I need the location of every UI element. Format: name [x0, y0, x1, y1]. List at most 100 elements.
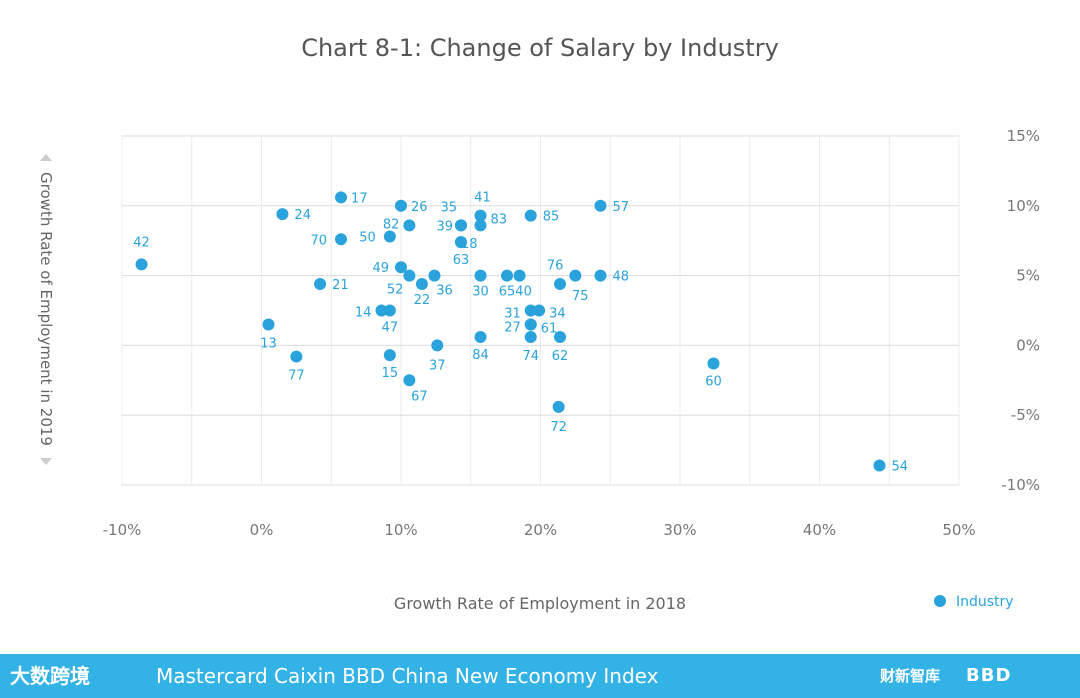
- point-label: 76: [547, 259, 564, 274]
- x-tick-label: 50%: [942, 521, 975, 539]
- data-point: [474, 209, 487, 222]
- left-logo: 大数跨境: [10, 664, 90, 688]
- footer-title: Mastercard Caixin BBD China New Economy …: [156, 664, 659, 688]
- point-label: 17: [351, 191, 368, 206]
- axis-arrows: [40, 154, 691, 600]
- data-point: [594, 199, 607, 212]
- data-point: [428, 269, 441, 282]
- data-point: [431, 339, 444, 352]
- legend-marker-icon: [934, 595, 946, 607]
- point-label: 31: [504, 307, 521, 322]
- data-point: [415, 277, 428, 290]
- point-label: 35: [440, 200, 457, 215]
- x-tick-label: 30%: [663, 521, 696, 539]
- data-point: [569, 269, 582, 282]
- right-logo: 财新智库: [880, 667, 941, 685]
- data-point: [262, 318, 275, 331]
- data-point: [395, 199, 407, 212]
- point-label: 85: [543, 210, 560, 225]
- data-point: [594, 269, 607, 282]
- point-label: 42: [133, 235, 150, 250]
- data-point: [454, 219, 467, 232]
- data-point: [290, 350, 303, 363]
- x-tick-label: 20%: [524, 521, 557, 539]
- point-label: 67: [411, 389, 428, 404]
- point-label: 82: [383, 217, 400, 232]
- point-label: 18: [461, 237, 478, 252]
- point-label: 24: [294, 208, 311, 223]
- point-label: 61: [541, 321, 558, 336]
- data-point: [524, 304, 537, 317]
- data-point: [395, 261, 407, 274]
- point-label: 27: [504, 320, 521, 335]
- y-tick-label: -5%: [1011, 406, 1040, 424]
- data-point: [403, 374, 416, 387]
- point-label: 14: [355, 306, 372, 321]
- data-point: [383, 304, 396, 317]
- data-point: [533, 304, 546, 317]
- data-point: [554, 331, 567, 344]
- point-label: 60: [705, 375, 722, 390]
- scatter-plot: -10% 0% 10% 20% 30% 40% 50% 15% 10% 5% 0% -5% -10% 4…: [40, 127, 1040, 600]
- point-label: 26: [411, 200, 428, 215]
- data-point: [314, 277, 327, 290]
- data-point: [513, 269, 526, 282]
- chart-title: Chart 8-1: Change of Salary by Industry: [301, 34, 779, 62]
- y-axis-label: Growth Rate of Employment in 2019: [37, 172, 55, 446]
- point-label: 70: [310, 233, 327, 248]
- point-label: 40: [515, 285, 532, 300]
- point-label: 48: [612, 270, 629, 285]
- point-label: 39: [436, 219, 453, 234]
- bbd-logo: BBD: [966, 665, 1012, 686]
- y-up-arrow-icon: [40, 154, 52, 161]
- x-axis-label: Growth Rate of Employment in 2018: [393, 594, 687, 613]
- point-label: 47: [382, 321, 399, 336]
- data-point: [335, 191, 348, 204]
- point-label: 72: [550, 420, 567, 435]
- x-tick-label: 10%: [384, 521, 417, 539]
- footer-banner: 大数跨境 Mastercard Caixin BBD China New Eco…: [0, 654, 1080, 698]
- point-label: 21: [332, 278, 349, 293]
- y-down-arrow-icon: [40, 458, 52, 465]
- data-point: [524, 331, 537, 344]
- point-label: 62: [552, 349, 569, 364]
- point-label: 65: [499, 285, 516, 300]
- data-point: [454, 236, 467, 249]
- x-tick-label: -10%: [103, 521, 142, 539]
- data-point: [474, 331, 487, 344]
- data-point: [383, 230, 396, 243]
- data-point: [873, 459, 886, 472]
- data-point: [135, 258, 148, 271]
- point-label: 75: [572, 289, 589, 304]
- point-label: 34: [549, 307, 566, 322]
- data-point: [552, 400, 565, 413]
- y-tick-label: 15%: [1007, 127, 1040, 145]
- data-point: [474, 219, 487, 232]
- x-left-arrow-icon: [385, 599, 387, 600]
- point-label: 74: [522, 349, 539, 364]
- data-point: [474, 269, 487, 282]
- y-tick-label: 5%: [1016, 267, 1040, 285]
- point-label: 49: [372, 261, 389, 276]
- axes: -10% 0% 10% 20% 30% 40% 50% 15% 10% 5% 0% -5% -10%: [103, 127, 1040, 539]
- data-points: [135, 191, 886, 472]
- legend-label: Industry: [956, 594, 1014, 610]
- point-label: 37: [429, 358, 446, 373]
- point-label: 22: [414, 293, 431, 308]
- point-label: 15: [382, 366, 399, 381]
- y-tick-label: 0%: [1016, 336, 1040, 354]
- data-point: [403, 269, 416, 282]
- y-tick-label: 10%: [1007, 197, 1040, 215]
- data-point: [335, 233, 348, 246]
- data-point: [554, 277, 567, 290]
- point-label: 50: [359, 231, 376, 246]
- x-tick-label: 40%: [803, 521, 836, 539]
- legend: Industry: [934, 594, 1014, 610]
- data-point: [524, 318, 537, 331]
- point-label: 52: [387, 283, 404, 298]
- data-point: [524, 209, 537, 222]
- point-label: 54: [891, 459, 908, 474]
- x-tick-label: 0%: [250, 521, 274, 539]
